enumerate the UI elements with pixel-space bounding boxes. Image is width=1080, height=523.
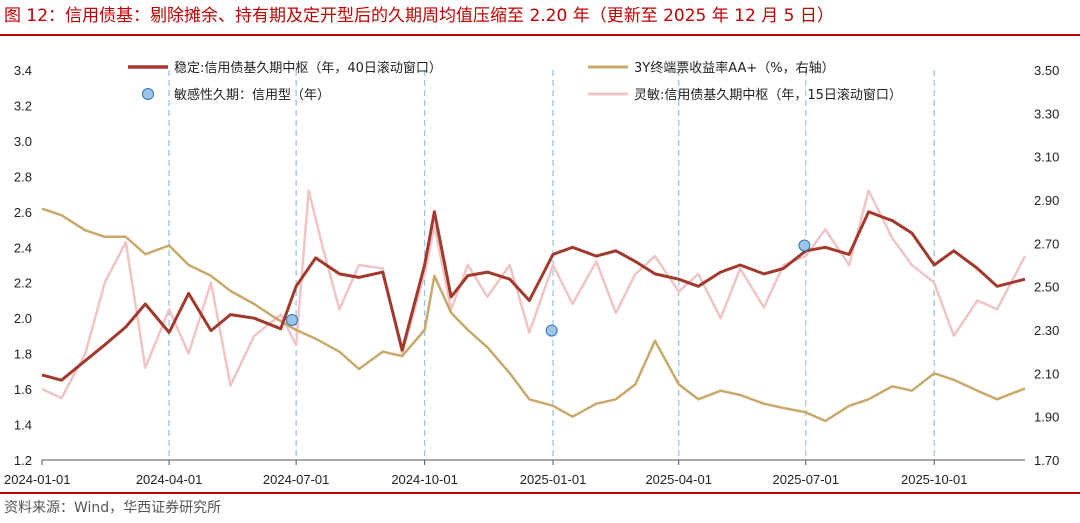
left-y-tick-label: 2.2 bbox=[14, 276, 32, 291]
left-y-tick-label: 2.4 bbox=[14, 240, 32, 255]
left-y-tick-label: 2.6 bbox=[14, 205, 32, 220]
right-y-tick-label: 1.90 bbox=[1034, 410, 1059, 425]
footer-rule bbox=[0, 492, 1080, 494]
sensitivity-duration-point bbox=[545, 324, 558, 337]
right-y-axis: 1.70 1.90 2.10 2.30 2.50 2.70 2.90 3.10 3.30 3.50 bbox=[1034, 63, 1059, 468]
right-y-tick-label: 2.30 bbox=[1034, 323, 1059, 338]
source-note: 资料来源：Wind，华西证券研究所 bbox=[4, 500, 222, 516]
right-y-tick-label: 3.30 bbox=[1034, 106, 1059, 121]
left-y-tick-label: 2.0 bbox=[14, 311, 32, 326]
legend-label: 灵敏:信用债基久期中枢（年，15日滚动窗口） bbox=[634, 87, 902, 103]
left-y-tick-label: 1.8 bbox=[14, 347, 32, 362]
legend-label: 稳定:信用债基久期中枢（年，40日滚动窗口） bbox=[174, 60, 442, 76]
plot-series bbox=[41, 189, 1027, 423]
right-y-tick-label: 2.10 bbox=[1034, 366, 1059, 381]
legend-label: 3Y终端票收益率AA+（%，右轴） bbox=[634, 60, 835, 76]
chart-title: 图 12：信用债基：剔除摊余、持有期及定开型后的久期周均值压缩至 2.20 年（… bbox=[4, 6, 834, 26]
x-tick-label: 2024-10-01 bbox=[391, 472, 458, 487]
vertical-gridlines bbox=[168, 70, 935, 460]
series-line-0 bbox=[41, 210, 1026, 382]
left-y-axis: 1.2 1.4 1.6 1.8 2.0 2.2 2.4 2.6 2.8 3.0 3.2 3.4 bbox=[14, 63, 32, 468]
series-line-3 bbox=[41, 189, 1027, 400]
legend-label: 敏感性久期：信用型（年） bbox=[174, 87, 330, 103]
right-y-tick-label: 2.70 bbox=[1034, 236, 1059, 251]
legend-marker bbox=[142, 88, 154, 100]
x-axis: 2024-01-01 2024-04-01 2024-07-01 2024-10-01… bbox=[4, 460, 967, 487]
series-line-2 bbox=[41, 207, 1026, 423]
sensitivity-duration-point bbox=[798, 239, 811, 252]
title-rule bbox=[0, 34, 1080, 36]
left-y-tick-label: 1.4 bbox=[14, 418, 32, 433]
x-tick-label: 2025-01-01 bbox=[520, 472, 587, 487]
right-y-tick-label: 1.70 bbox=[1034, 453, 1059, 468]
right-y-tick-label: 3.10 bbox=[1034, 150, 1059, 165]
x-tick-label: 2025-10-01 bbox=[901, 472, 968, 487]
sensitivity-duration-point bbox=[285, 313, 298, 326]
x-tick-label: 2025-04-01 bbox=[645, 472, 712, 487]
left-y-tick-label: 2.8 bbox=[14, 169, 32, 184]
left-y-tick-label: 3.4 bbox=[14, 63, 32, 78]
x-tick-label: 2024-07-01 bbox=[263, 472, 330, 487]
right-y-tick-label: 2.90 bbox=[1034, 193, 1059, 208]
left-y-tick-label: 3.2 bbox=[14, 98, 32, 113]
right-y-tick-label: 3.50 bbox=[1034, 63, 1059, 78]
left-y-tick-label: 1.6 bbox=[14, 382, 32, 397]
legend: 稳定:信用债基久期中枢（年，40日滚动窗口） 敏感性久期：信用型（年） 3Y终端票收… bbox=[128, 60, 902, 103]
x-tick-label: 2025-07-01 bbox=[773, 472, 840, 487]
x-tick-label: 2024-01-01 bbox=[4, 472, 71, 487]
left-y-tick-label: 3.0 bbox=[14, 134, 32, 149]
left-y-tick-label: 1.2 bbox=[14, 453, 32, 468]
right-y-tick-label: 2.50 bbox=[1034, 280, 1059, 295]
x-tick-label: 2024-04-01 bbox=[136, 472, 203, 487]
